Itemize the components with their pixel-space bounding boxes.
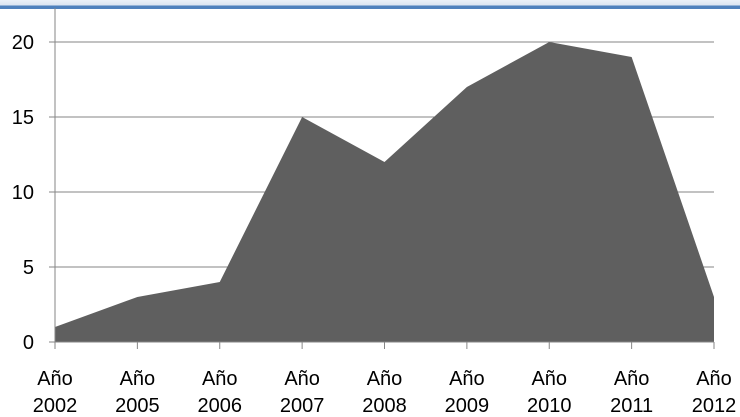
x-tick-label-line1: Año bbox=[37, 368, 73, 390]
x-tick-label-6: Año 2010 bbox=[527, 368, 572, 417]
y-tick-label-20: 20 bbox=[12, 32, 34, 54]
x-tick-label-line2: 2009 bbox=[445, 395, 490, 417]
x-tick-label-line2: 2008 bbox=[362, 395, 407, 417]
x-tick-label-line2: 2005 bbox=[115, 395, 160, 417]
x-tick-label-line2: 2010 bbox=[527, 395, 572, 417]
y-tick-label-5: 5 bbox=[23, 257, 34, 279]
x-tick-label-2: Año 2006 bbox=[198, 368, 243, 417]
x-tick-labels: Año 2002 Año 2005 Año 2006 Año 2007 Año 2008 Año 20… bbox=[33, 368, 737, 417]
x-tick-label-0: Año 2002 bbox=[33, 368, 78, 417]
x-tick-label-line1: Año bbox=[696, 368, 732, 390]
x-tick-label-8: Año 2012 bbox=[692, 368, 737, 417]
x-tick-label-7: Año 2011 bbox=[610, 368, 653, 417]
x-tick-label-line2: 2006 bbox=[198, 395, 243, 417]
x-tick-label-line1: Año bbox=[531, 368, 567, 390]
x-tick-label-line2: 2012 bbox=[692, 395, 737, 417]
axes bbox=[49, 8, 715, 349]
y-tick-label-15: 15 bbox=[12, 107, 34, 129]
x-tick-label-1: Año 2005 bbox=[115, 368, 160, 417]
x-tick-label-3: Año 2007 bbox=[280, 368, 325, 417]
y-tick-labels: 0 5 10 15 20 bbox=[12, 32, 34, 354]
x-tick-label-line2: 2002 bbox=[33, 395, 78, 417]
x-tick-label-line1: Año bbox=[449, 368, 485, 390]
area-series bbox=[55, 42, 714, 342]
x-tick-label-line1: Año bbox=[367, 368, 403, 390]
plot-area bbox=[54, 41, 715, 342]
x-tick-label-line2: 2011 bbox=[610, 395, 653, 417]
y-tick-label-0: 0 bbox=[23, 332, 34, 354]
x-tick-label-line2: 2007 bbox=[280, 395, 325, 417]
window-top-border bbox=[0, 0, 740, 9]
y-tick-label-10: 10 bbox=[12, 182, 34, 204]
x-tick-label-5: Año 2009 bbox=[445, 368, 490, 417]
x-tick-label-line1: Año bbox=[284, 368, 320, 390]
x-tick-label-line1: Año bbox=[614, 368, 650, 390]
x-tick-label-4: Año 2008 bbox=[362, 368, 407, 417]
x-tick-label-line1: Año bbox=[120, 368, 156, 390]
x-tick-label-line1: Año bbox=[202, 368, 238, 390]
